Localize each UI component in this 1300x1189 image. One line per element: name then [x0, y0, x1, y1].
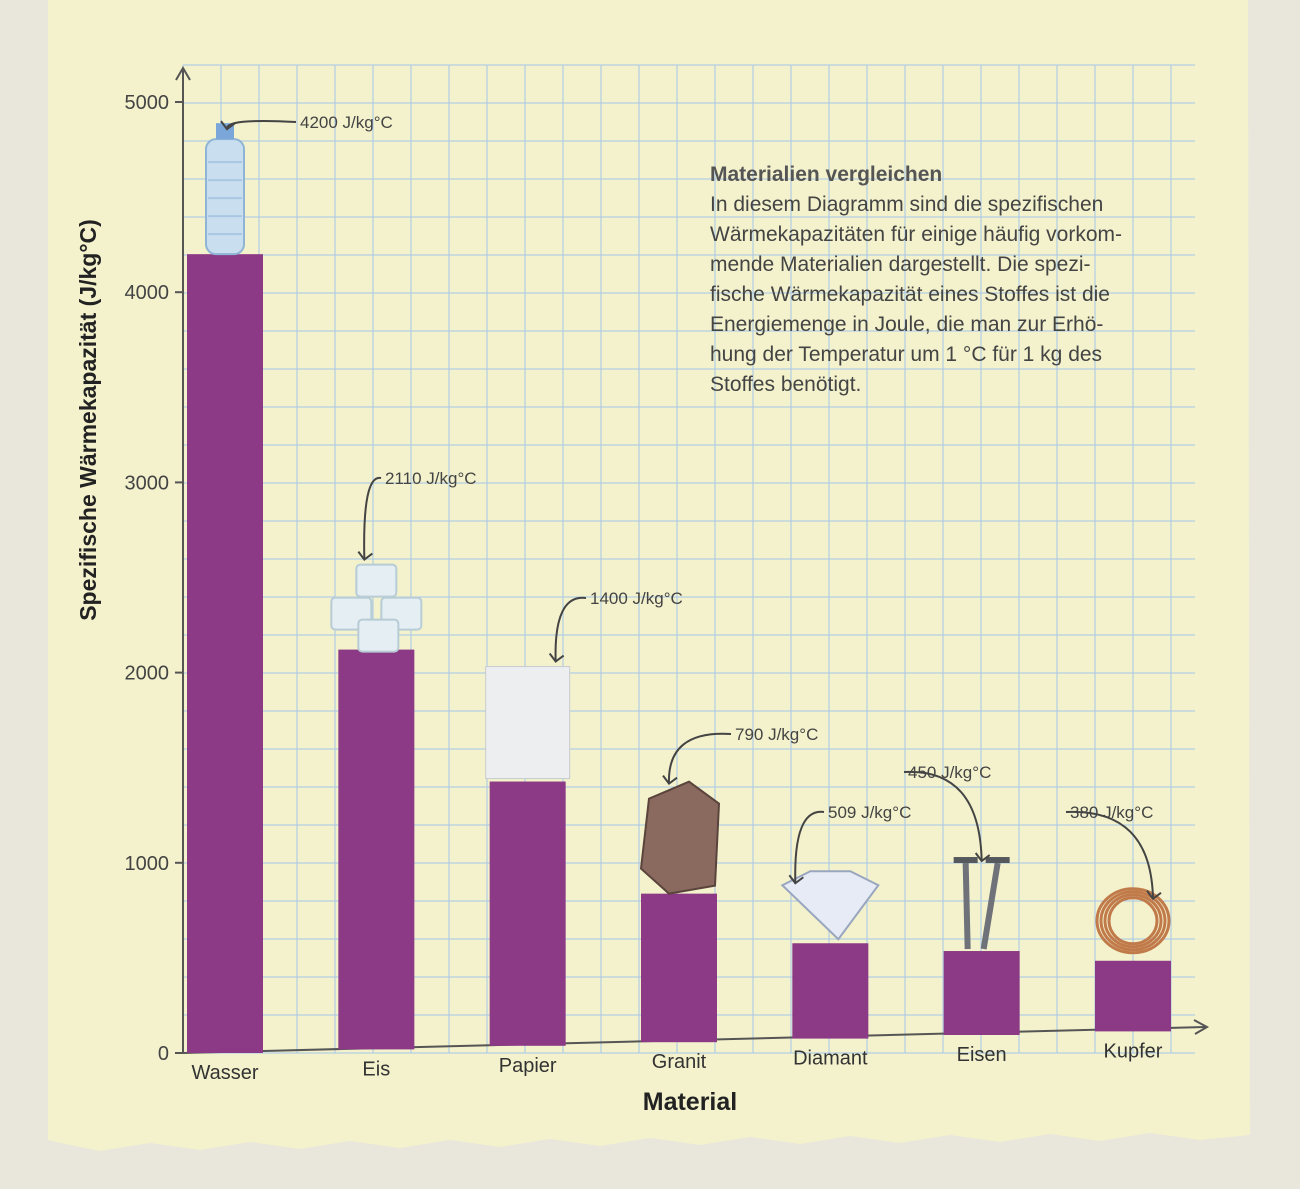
bar	[792, 943, 869, 1039]
x-tick-label: Eis	[362, 1058, 390, 1080]
y-tick-label: 3000	[125, 472, 170, 494]
x-tick-label: Granit	[652, 1051, 707, 1073]
y-axis-title: Spezifische Wärmekapazität (J/kg°C)	[75, 219, 101, 621]
callout-arrow-head	[357, 550, 373, 561]
x-axis-title: Material	[642, 1088, 738, 1116]
data-label: 4200 J/kg°C	[300, 113, 393, 132]
x-tick-label: Diamant	[793, 1048, 868, 1070]
data-label: 790 J/kg°C	[735, 725, 818, 744]
callout-arrow	[554, 596, 587, 662]
callout-arrow	[667, 732, 732, 784]
x-tick-label: Eisen	[957, 1044, 1007, 1066]
bar	[641, 893, 717, 1043]
bars	[187, 254, 1171, 1053]
y-tick-label: 1000	[125, 853, 170, 875]
callout-arrow-head	[220, 120, 236, 131]
ice-cubes-icon	[330, 563, 423, 653]
y-tick-label: 0	[158, 1043, 169, 1065]
callout-arrow-head	[974, 852, 991, 863]
info-box: Materialien vergleichen In diesem Diagra…	[710, 160, 1190, 400]
paper-sheet-icon	[485, 666, 571, 780]
bar	[187, 254, 263, 1053]
bar	[489, 781, 566, 1046]
y-tick-label: 4000	[125, 282, 170, 304]
info-title: Materialien vergleichen	[710, 163, 943, 186]
bar	[1095, 960, 1171, 1032]
y-axis-arrow	[175, 66, 191, 81]
callout-arrow	[794, 810, 825, 884]
bar	[943, 951, 1020, 1035]
granite-rock-icon	[639, 780, 721, 895]
callout-arrow-head	[788, 874, 804, 885]
callout-arrow	[1065, 810, 1154, 899]
callout-arrow-head	[662, 775, 678, 786]
callout-arrow	[903, 770, 983, 862]
material-icons	[205, 123, 1171, 955]
bar	[338, 649, 415, 1050]
x-tick-label: Kupfer	[1104, 1040, 1163, 1062]
copper-coil-icon	[1095, 887, 1171, 955]
data-label: 1400 J/kg°C	[590, 589, 683, 608]
data-label: 2110 J/kg°C	[385, 469, 477, 488]
info-body: In diesem Diagramm sind die spezifischen…	[710, 193, 1123, 396]
x-axis-arrow	[1193, 1019, 1210, 1035]
callout-arrow-head	[1146, 890, 1162, 901]
callout-arrow-head	[548, 652, 565, 663]
water-bottle-icon	[205, 123, 245, 256]
diamond-icon	[780, 870, 880, 941]
data-label: 380 J/kg°C	[1070, 803, 1153, 822]
y-tick-label: 2000	[125, 663, 170, 685]
x-tick-label: Papier	[499, 1055, 557, 1077]
x-tick-label: Wasser	[191, 1062, 258, 1084]
data-label: 509 J/kg°C	[828, 803, 911, 822]
data-label: 450 J/kg°C	[908, 763, 991, 782]
data-labels: Wasser 4200 J/kg°C Eis 2110 J/kg°C Papier 140…	[191, 113, 1162, 1084]
callout-arrow	[363, 476, 382, 560]
y-tick-label: 5000	[125, 92, 170, 114]
callout-arrow	[226, 119, 297, 130]
iron-screws-icon	[953, 857, 1010, 950]
